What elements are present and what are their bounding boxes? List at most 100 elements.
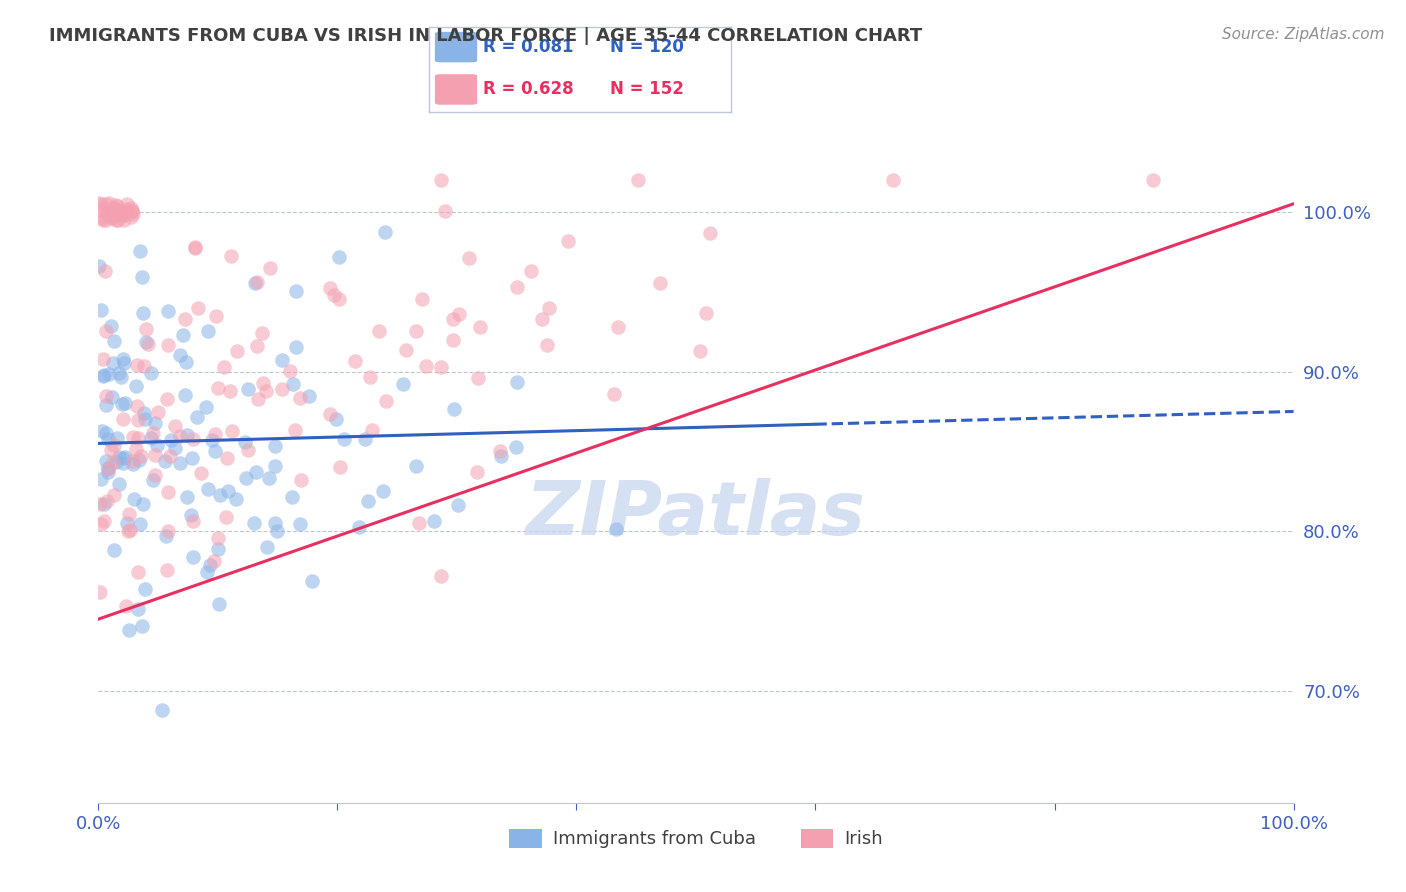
Point — [125, 442, 148, 457]
Point — [347, 520, 370, 534]
Point — [689, 344, 711, 359]
Point — [217, 450, 239, 465]
Point — [505, 440, 527, 454]
Point — [430, 173, 453, 187]
Point — [174, 312, 197, 326]
Point — [121, 203, 143, 218]
Point — [100, 211, 122, 225]
Text: N = 120: N = 120 — [610, 38, 685, 56]
Point — [141, 431, 163, 445]
Point — [127, 359, 149, 373]
Point — [105, 431, 128, 445]
Point — [183, 433, 205, 447]
Point — [94, 398, 117, 412]
Point — [96, 206, 118, 220]
Point — [489, 443, 512, 458]
Point — [89, 497, 111, 511]
Point — [122, 430, 145, 444]
Point — [441, 333, 464, 347]
Point — [97, 195, 120, 210]
Point — [134, 582, 156, 596]
Point — [344, 354, 367, 368]
Point — [281, 490, 304, 504]
Point — [181, 515, 204, 529]
Point — [422, 514, 444, 528]
Point — [134, 359, 156, 373]
Point — [238, 442, 260, 457]
Point — [105, 199, 128, 213]
Point — [103, 488, 125, 502]
Point — [111, 397, 134, 411]
Point — [256, 540, 278, 554]
Point — [169, 429, 191, 443]
Point — [200, 434, 222, 448]
Point — [264, 458, 287, 473]
Point — [107, 212, 129, 227]
Point — [235, 471, 257, 485]
Point — [225, 492, 247, 507]
Point — [89, 584, 111, 599]
Point — [150, 703, 173, 717]
Text: N = 152: N = 152 — [610, 80, 685, 98]
Point — [131, 618, 153, 632]
Point — [97, 465, 120, 479]
Point — [94, 324, 117, 338]
Point — [97, 462, 120, 476]
Point — [882, 173, 904, 187]
Point — [111, 207, 134, 221]
Point — [172, 328, 194, 343]
Point — [111, 451, 134, 466]
Point — [219, 249, 242, 263]
Point — [332, 433, 354, 447]
Point — [127, 399, 149, 413]
Point — [411, 292, 433, 306]
Point — [89, 196, 111, 211]
Point — [181, 549, 204, 564]
Text: R = 0.081: R = 0.081 — [484, 38, 574, 56]
Point — [156, 303, 179, 318]
Point — [695, 305, 717, 319]
Point — [132, 406, 155, 420]
Point — [207, 531, 229, 545]
Point — [430, 569, 453, 583]
Point — [173, 388, 195, 402]
Point — [90, 202, 112, 217]
Point — [441, 312, 464, 326]
Point — [128, 452, 150, 467]
Point — [100, 443, 122, 458]
Point — [111, 412, 134, 426]
Point — [93, 368, 115, 383]
Point — [197, 482, 219, 496]
Point — [90, 197, 112, 211]
Point — [465, 465, 488, 479]
Point — [122, 491, 145, 506]
Point — [96, 389, 118, 403]
Point — [131, 269, 153, 284]
Point — [457, 251, 479, 265]
Point — [114, 450, 136, 464]
Point — [97, 208, 120, 222]
Point — [97, 461, 120, 475]
Point — [135, 322, 157, 336]
Point — [699, 226, 721, 240]
Point — [110, 370, 132, 384]
Point — [132, 497, 155, 511]
Point — [107, 366, 129, 380]
Point — [128, 244, 150, 259]
Point — [115, 516, 138, 530]
Point — [250, 326, 273, 340]
Point — [100, 318, 122, 333]
Point — [169, 456, 191, 470]
Point — [405, 459, 427, 474]
Point — [143, 467, 166, 482]
FancyBboxPatch shape — [434, 32, 477, 62]
Point — [90, 472, 112, 486]
Point — [246, 339, 269, 353]
Point — [266, 524, 288, 538]
Point — [183, 240, 205, 254]
Point — [94, 263, 117, 277]
Point — [447, 498, 470, 512]
Point — [359, 370, 381, 384]
Point — [104, 202, 127, 216]
Point — [155, 529, 177, 543]
